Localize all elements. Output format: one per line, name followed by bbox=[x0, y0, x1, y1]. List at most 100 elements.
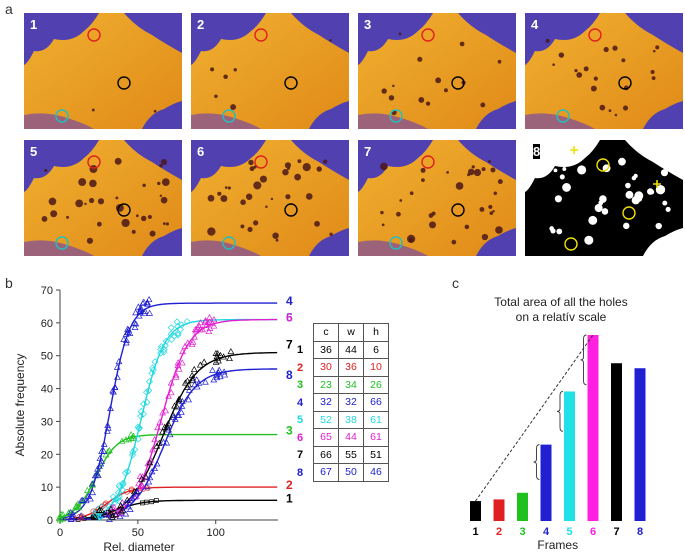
series-label-5: 5 bbox=[286, 311, 293, 325]
table-cell-c: 32 bbox=[313, 393, 339, 412]
y-tick-label: 10 bbox=[41, 482, 53, 494]
data-point-series-5 bbox=[119, 486, 127, 494]
data-point-series-5 bbox=[129, 451, 137, 459]
data-point-series-6 bbox=[202, 317, 209, 324]
bar-category-label: 1 bbox=[472, 526, 478, 538]
data-point-series-6 bbox=[149, 446, 157, 453]
data-point-series-7 bbox=[153, 442, 161, 449]
data-point-series-3 bbox=[104, 447, 112, 455]
series-label-4: 4 bbox=[286, 294, 293, 308]
data-point-series-5 bbox=[162, 337, 170, 345]
y-tick-label: 70 bbox=[41, 285, 53, 297]
data-point-series-3 bbox=[130, 432, 137, 439]
data-point-series-6 bbox=[206, 324, 214, 331]
table-row-label: 8 bbox=[297, 466, 304, 479]
data-point-series-8 bbox=[177, 408, 185, 415]
bar-frame-2 bbox=[493, 499, 505, 521]
data-point-series-4 bbox=[82, 497, 90, 504]
data-point-series-6 bbox=[191, 333, 198, 340]
panel-c-label: c bbox=[452, 275, 459, 291]
frame-number: 3 bbox=[364, 17, 372, 32]
data-point-series-6 bbox=[172, 371, 180, 378]
data-point-series-7 bbox=[138, 475, 146, 482]
data-point-series-2 bbox=[103, 500, 109, 507]
data-point-series-6 bbox=[178, 359, 186, 366]
data-point-series-8 bbox=[160, 438, 167, 445]
data-point-series-8 bbox=[148, 468, 156, 475]
data-point-series-5 bbox=[149, 364, 157, 372]
data-point-series-5 bbox=[170, 332, 178, 340]
data-point-series-4 bbox=[126, 329, 134, 336]
data-point-series-7 bbox=[123, 496, 131, 503]
data-point-series-4 bbox=[132, 309, 140, 316]
table-row-label: 4 bbox=[297, 396, 304, 409]
table-row-label: 6 bbox=[297, 431, 304, 444]
data-point-series-3 bbox=[59, 515, 67, 522]
data-point-series-8 bbox=[116, 512, 124, 520]
data-point-series-8 bbox=[178, 402, 186, 409]
data-point-series-7 bbox=[184, 383, 191, 390]
data-point-series-8 bbox=[124, 503, 132, 510]
table-cell-w: 50 bbox=[338, 463, 364, 482]
table-cell-h: 61 bbox=[363, 410, 389, 429]
data-point-series-3 bbox=[129, 434, 137, 441]
y-tick-label: 20 bbox=[41, 449, 53, 461]
data-point-series-4 bbox=[67, 515, 75, 522]
stm-frame-8: 8 bbox=[525, 140, 683, 256]
data-point-series-3 bbox=[106, 446, 113, 453]
data-point-series-7 bbox=[184, 377, 191, 384]
data-point-series-6 bbox=[172, 373, 180, 380]
y-tick-label: 50 bbox=[41, 351, 53, 363]
data-point-series-5 bbox=[146, 378, 153, 386]
data-point-series-4 bbox=[85, 492, 92, 499]
data-point-series-8 bbox=[146, 474, 154, 481]
data-point-series-8 bbox=[220, 368, 228, 375]
data-point-series-4 bbox=[91, 472, 99, 479]
data-point-series-4 bbox=[123, 336, 130, 344]
data-point-series-7 bbox=[220, 353, 228, 360]
table-cell-c: 66 bbox=[313, 445, 339, 464]
stm-frame-image bbox=[24, 140, 182, 256]
data-point-series-4 bbox=[146, 309, 154, 316]
data-point-series-5 bbox=[134, 435, 142, 443]
data-point-series-4 bbox=[96, 454, 104, 461]
data-point-series-8 bbox=[151, 464, 159, 472]
data-point-series-6 bbox=[135, 480, 142, 487]
table-cell-w: 38 bbox=[338, 410, 364, 429]
frame-number: 5 bbox=[30, 144, 38, 159]
data-point-series-7 bbox=[190, 365, 198, 372]
data-point-series-7 bbox=[142, 473, 150, 480]
data-point-series-4 bbox=[132, 320, 140, 327]
data-point-series-1 bbox=[153, 498, 159, 503]
data-point-series-5 bbox=[149, 366, 157, 374]
data-point-series-6 bbox=[151, 436, 159, 443]
brace-mark bbox=[556, 391, 564, 432]
stm-frame-image bbox=[191, 140, 349, 256]
stm-frame-4: 4 bbox=[525, 13, 683, 129]
table-cell-c: 23 bbox=[313, 375, 339, 394]
data-point-series-6 bbox=[165, 392, 172, 399]
table-row: 66 55 51 bbox=[313, 445, 389, 464]
brace-mark bbox=[580, 334, 587, 386]
data-point-series-4 bbox=[79, 496, 87, 503]
data-point-series-6 bbox=[193, 325, 201, 332]
panel-a-label: a bbox=[5, 1, 13, 17]
data-point-series-5 bbox=[137, 412, 145, 420]
data-point-series-4 bbox=[115, 358, 123, 365]
data-point-series-5 bbox=[119, 479, 127, 487]
table-cell-h: 26 bbox=[363, 375, 389, 394]
y-axis-label: Absolute frequency bbox=[13, 354, 27, 457]
data-point-series-7 bbox=[163, 422, 171, 429]
data-point-series-7 bbox=[133, 487, 140, 494]
data-point-series-4 bbox=[120, 335, 128, 342]
data-point-series-7 bbox=[161, 423, 169, 430]
data-point-series-6 bbox=[208, 319, 216, 326]
data-point-series-3 bbox=[75, 504, 82, 511]
area-bar-chart: 1 2 3 4 5 6 7 8 Frames bbox=[470, 334, 646, 552]
data-point-series-5 bbox=[115, 482, 123, 490]
frame-number: 8 bbox=[533, 144, 541, 159]
parameter-table: c w h 36 44 6 30 36 10 23 34 26 32 32 66 52 38 61 65 44 61 66… bbox=[313, 323, 389, 482]
stm-frame-image bbox=[358, 140, 516, 256]
bar-frame-1 bbox=[470, 501, 481, 521]
data-point-series-6 bbox=[206, 318, 214, 325]
